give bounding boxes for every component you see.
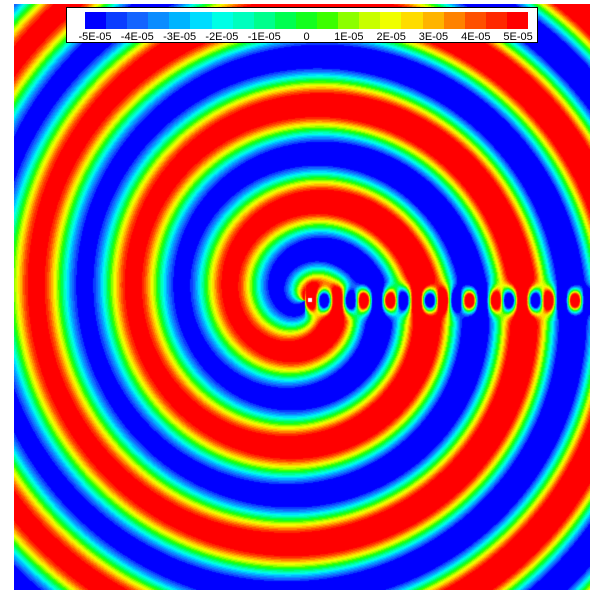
colorbar-swatch [338, 12, 360, 29]
colorbar-label: -4E-05 [120, 31, 154, 43]
colorbar-label: 3E-05 [418, 31, 449, 43]
colorbar-swatch [359, 12, 381, 29]
colorbar-swatch [506, 12, 528, 29]
colorbar-label: 4E-05 [461, 31, 491, 43]
colorbar-swatch [232, 12, 254, 29]
colorbar-label: 5E-05 [503, 31, 533, 43]
colorbar-label: -1E-05 [247, 31, 281, 43]
colorbar-swatch [190, 12, 212, 29]
colorbar-swatch [253, 12, 275, 29]
colorbar-label: -3E-05 [163, 31, 197, 43]
colorbar-swatch [295, 12, 318, 29]
colorbar-label: -5E-05 [78, 31, 112, 43]
colorbar-swatch [401, 12, 423, 29]
colorbar-swatches [85, 12, 528, 29]
colorbar-swatch [485, 12, 507, 29]
colorbar-swatch [148, 12, 170, 29]
colorbar-swatch [317, 12, 339, 29]
colorbar-swatch [422, 12, 444, 29]
colorbar-swatch [106, 12, 128, 29]
colorbar-swatch [380, 12, 402, 29]
colorbar-swatch [464, 12, 486, 29]
colorbar-swatch [211, 12, 233, 29]
colorbar-swatch [443, 12, 465, 29]
colorbar-legend: -5E-05 -4E-05 -3E-05 -2E-05 -1E-05 0 1E-… [66, 7, 538, 43]
pressure-contour-field [14, 4, 590, 590]
colorbar-labels: -5E-05 -4E-05 -3E-05 -2E-05 -1E-05 0 1E-… [67, 31, 537, 43]
colorbar-label: 1E-05 [334, 31, 364, 43]
colorbar-swatch [169, 12, 191, 29]
colorbar-swatch [85, 12, 107, 29]
colorbar-swatch [127, 12, 149, 29]
colorbar-label: 0 [303, 31, 310, 43]
colorbar-label: 2E-05 [376, 31, 406, 43]
colorbar-label: -2E-05 [205, 31, 239, 43]
colorbar-swatch [274, 12, 296, 29]
